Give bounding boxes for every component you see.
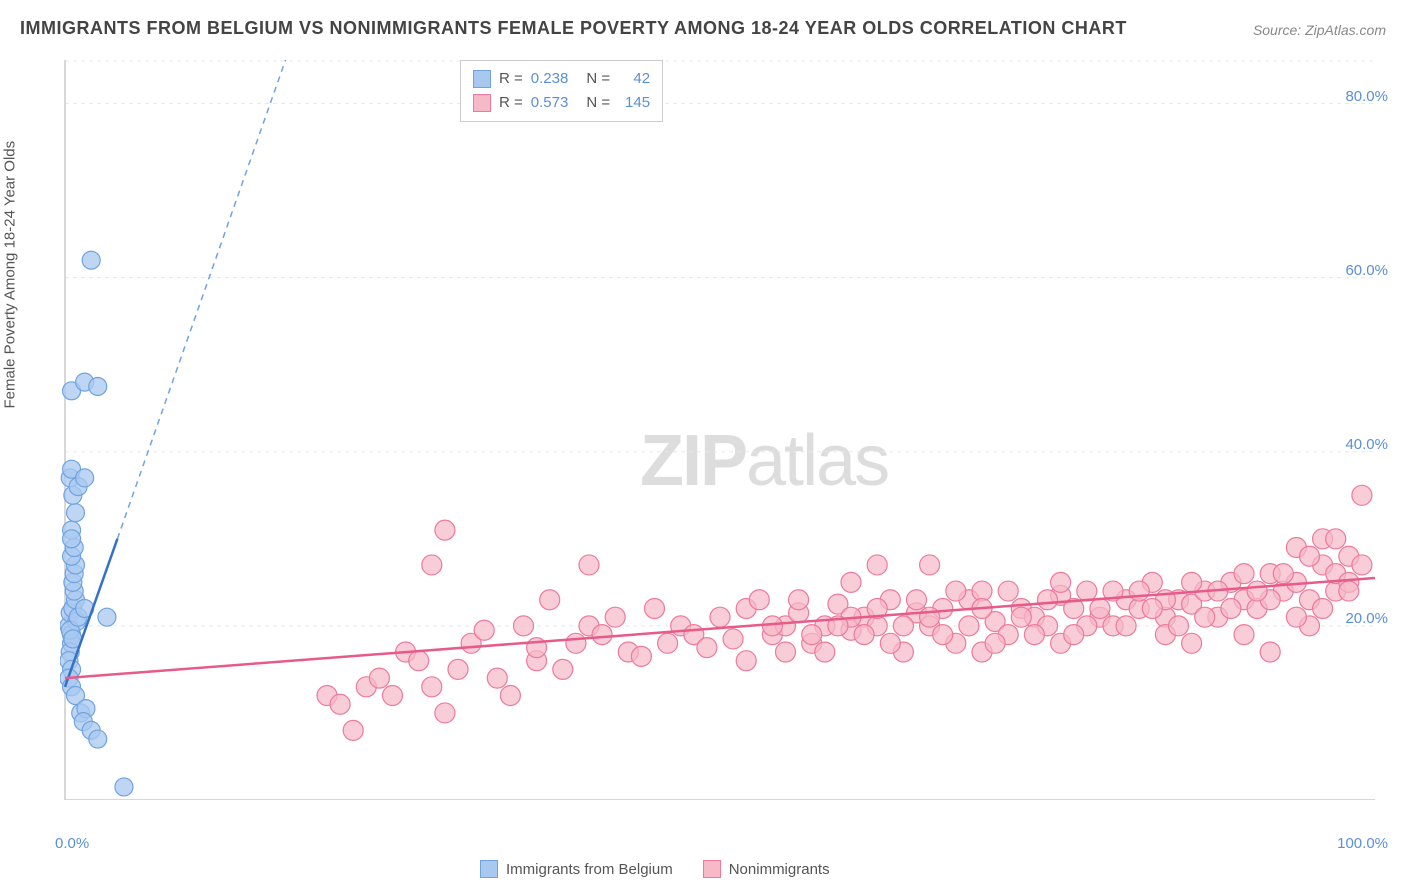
x-tick-0: 0.0% xyxy=(55,835,89,852)
n-label: N = xyxy=(586,67,610,91)
legend-label-series1: Immigrants from Belgium xyxy=(506,861,673,878)
swatch-series2 xyxy=(473,94,491,112)
legend-item-series2: Nonimmigrants xyxy=(703,860,830,878)
y-tick-40: 40.0% xyxy=(1345,436,1388,453)
r-value-series2: 0.573 xyxy=(531,91,569,115)
swatch-series1-icon xyxy=(480,860,498,878)
legend-row-series2: R = 0.573 N = 145 xyxy=(473,91,650,115)
y-tick-80: 80.0% xyxy=(1345,88,1388,105)
swatch-series1 xyxy=(473,70,491,88)
swatch-series2-icon xyxy=(703,860,721,878)
y-tick-20: 20.0% xyxy=(1345,610,1388,627)
n-value-series1: 42 xyxy=(618,67,650,91)
x-tick-100: 100.0% xyxy=(1337,835,1388,852)
r-label: R = xyxy=(499,67,523,91)
source-attribution: Source: ZipAtlas.com xyxy=(1253,22,1386,38)
y-axis-label: Female Poverty Among 18-24 Year Olds xyxy=(2,141,19,409)
legend-row-series1: R = 0.238 N = 42 xyxy=(473,67,650,91)
series-legend: Immigrants from Belgium Nonimmigrants xyxy=(480,860,830,878)
r-value-series1: 0.238 xyxy=(531,67,569,91)
n-value-series2: 145 xyxy=(618,91,650,115)
legend-label-series2: Nonimmigrants xyxy=(729,861,830,878)
chart-title: IMMIGRANTS FROM BELGIUM VS NONIMMIGRANTS… xyxy=(20,18,1127,39)
scatter-plot xyxy=(60,60,1380,800)
legend-item-series1: Immigrants from Belgium xyxy=(480,860,673,878)
r-label: R = xyxy=(499,91,523,115)
correlation-legend: R = 0.238 N = 42 R = 0.573 N = 145 xyxy=(460,60,663,122)
y-tick-60: 60.0% xyxy=(1345,262,1388,279)
n-label: N = xyxy=(586,91,610,115)
